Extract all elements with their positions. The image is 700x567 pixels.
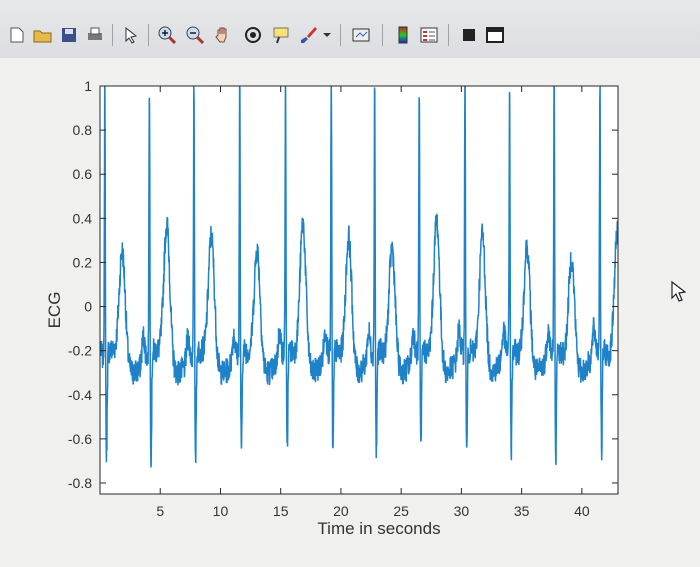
- y-tick-label: -0.6: [68, 431, 92, 447]
- x-tick-label: 30: [454, 503, 470, 519]
- rotate-3d-icon[interactable]: [242, 24, 264, 46]
- y-tick-label: -0.4: [68, 387, 92, 403]
- figure-toolbar: [0, 0, 700, 59]
- zoom-out-icon[interactable]: [184, 24, 206, 46]
- open-folder-icon[interactable]: [32, 24, 54, 46]
- dropdown-arrow-icon[interactable]: [322, 24, 332, 46]
- x-axis-label: Time in seconds: [317, 519, 440, 538]
- ecg-chart: 5 10 15 20 25 30 35 40 -0.8 -0.6 -0.4 -0.2 0 0.2 0.4 0.…: [45, 78, 619, 538]
- legend-icon[interactable]: [418, 24, 440, 46]
- y-tick-label: 0: [84, 299, 92, 315]
- print-icon[interactable]: [84, 24, 106, 46]
- toolbar-separator: [340, 24, 341, 46]
- x-tick-label: 25: [393, 503, 409, 519]
- x-tick-label: 10: [213, 503, 229, 519]
- ecg-series-line: [100, 86, 618, 468]
- zoom-in-icon[interactable]: [156, 24, 178, 46]
- x-tick-label: 35: [514, 503, 530, 519]
- y-tick-label: 0.8: [73, 122, 93, 138]
- y-tick-label: -0.8: [68, 475, 92, 491]
- brush-icon[interactable]: [298, 24, 320, 46]
- pointer-icon[interactable]: [120, 24, 142, 46]
- y-tick-label: 1: [84, 78, 92, 94]
- link-plot-icon[interactable]: [350, 24, 372, 46]
- x-tick-label: 15: [273, 503, 289, 519]
- save-icon[interactable]: [58, 24, 80, 46]
- toolbar-separator: [112, 24, 113, 46]
- x-tick-label: 40: [574, 503, 590, 519]
- y-tick-label: 0.2: [73, 254, 93, 270]
- y-tick-label: 0.4: [73, 210, 93, 226]
- hide-plot-tools-icon[interactable]: [458, 24, 480, 46]
- y-axis-label: ECG: [45, 292, 64, 329]
- mouse-cursor-icon: [669, 280, 689, 302]
- y-tick-label: 0.6: [73, 166, 93, 182]
- axes-frame: [99, 85, 619, 495]
- figure-canvas: 5 10 15 20 25 30 35 40 -0.8 -0.6 -0.4 -0.2 0 0.2 0.4 0.…: [0, 58, 700, 567]
- toolbar-separator: [448, 24, 449, 46]
- plot-area: [100, 86, 618, 494]
- y-tick-label: -0.2: [68, 343, 92, 359]
- x-tick-label: 20: [333, 503, 349, 519]
- colorbar-icon[interactable]: [392, 24, 414, 46]
- toolbar-separator: [148, 24, 149, 46]
- new-file-icon[interactable]: [6, 24, 28, 46]
- show-plot-tools-icon[interactable]: [484, 24, 506, 46]
- toolbar-separator: [382, 24, 383, 46]
- pan-hand-icon[interactable]: [212, 24, 234, 46]
- data-cursor-icon[interactable]: [270, 24, 292, 46]
- x-tick-label: 5: [156, 503, 164, 519]
